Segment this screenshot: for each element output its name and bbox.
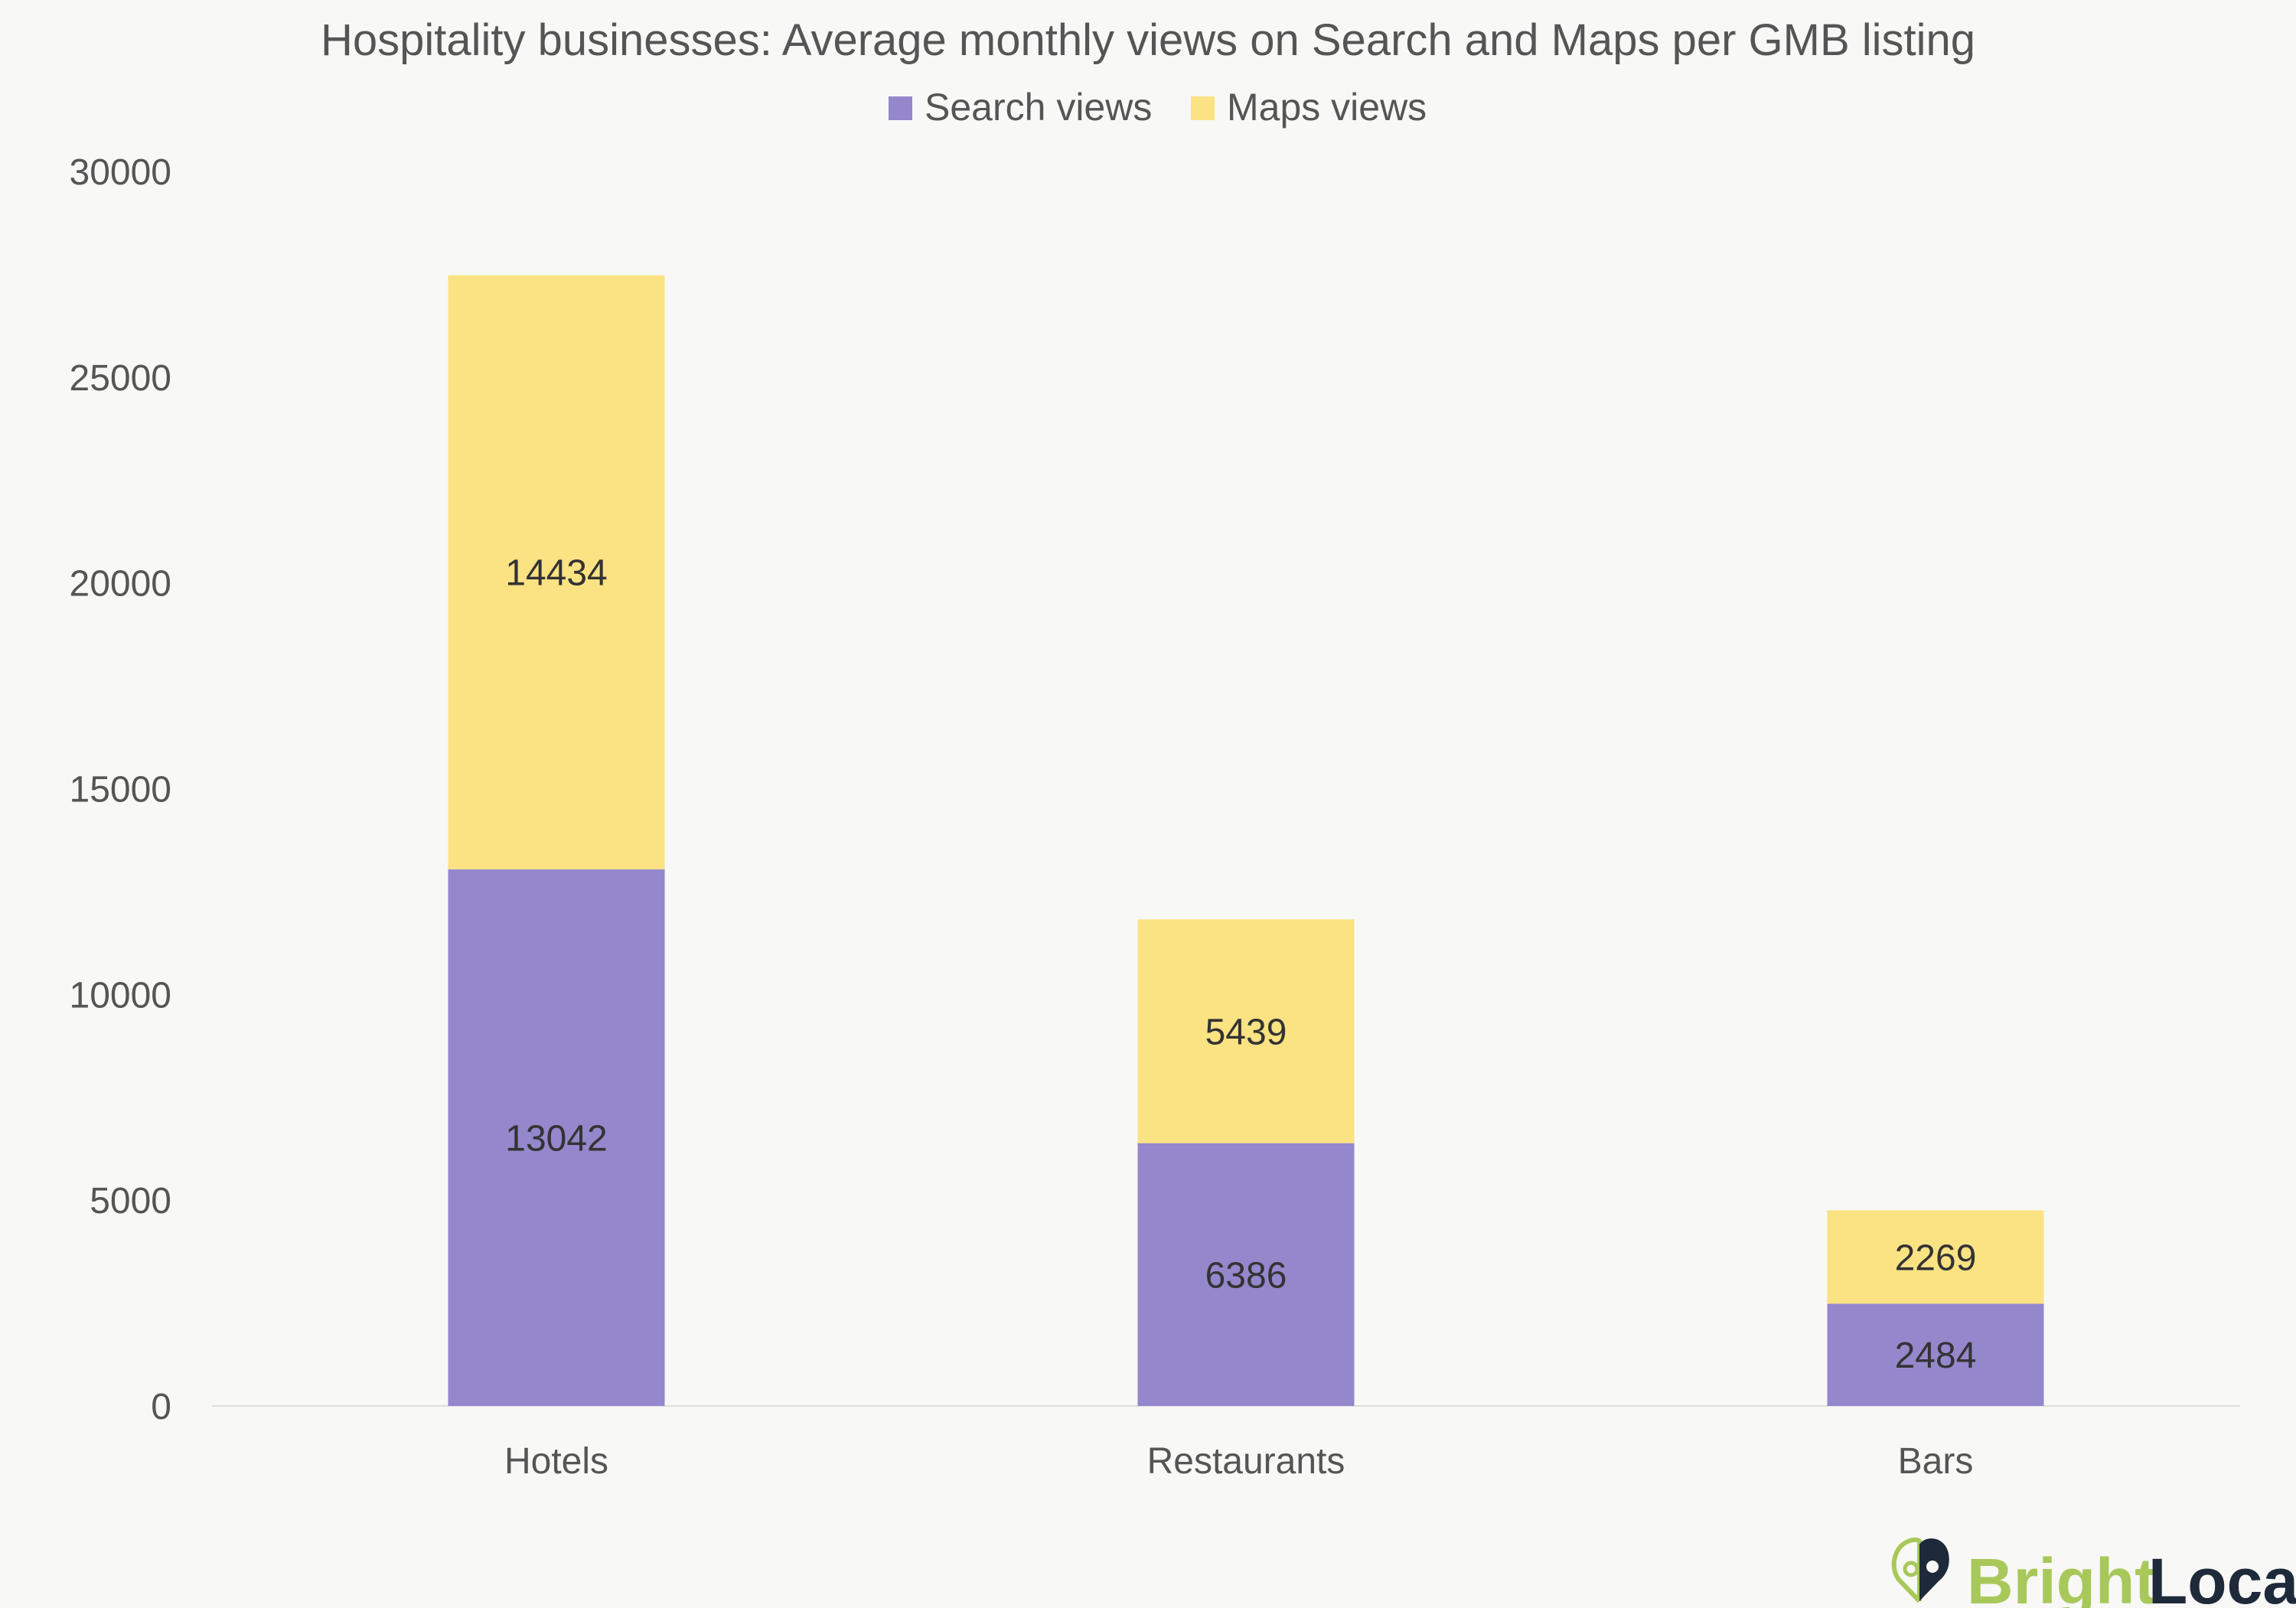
x-tick-label: Restaurants bbox=[1147, 1441, 1345, 1482]
logo-local: Local bbox=[2148, 1545, 2296, 1608]
x-axis: Hotels Restaurants Bars bbox=[504, 1441, 1973, 1482]
data-label: 2484 bbox=[1895, 1336, 1977, 1376]
legend-swatch bbox=[889, 96, 912, 120]
legend-label: Search views bbox=[925, 86, 1152, 129]
map-pin-heart-icon bbox=[1891, 1537, 1949, 1603]
data-label: 5439 bbox=[1205, 1012, 1287, 1052]
x-tick-label: Hotels bbox=[504, 1441, 608, 1482]
bar-search-views bbox=[448, 869, 665, 1406]
data-label: 2269 bbox=[1895, 1238, 1977, 1278]
y-tick-label: 15000 bbox=[70, 770, 171, 811]
data-label: 6386 bbox=[1205, 1255, 1287, 1296]
bar-search-views bbox=[1827, 1303, 2044, 1406]
bar-maps-views bbox=[1137, 919, 1355, 1143]
legend: Search views Maps views bbox=[889, 86, 1427, 129]
y-tick-label: 25000 bbox=[70, 358, 171, 399]
y-tick-label: 30000 bbox=[70, 152, 171, 193]
y-axis: 0 5000 10000 15000 20000 25000 30000 bbox=[70, 152, 171, 1427]
legend-label: Maps views bbox=[1227, 86, 1427, 129]
bars: 13042 14434 6386 5439 2484 2269 bbox=[448, 275, 2044, 1406]
brightlocal-logo: Bright Local bbox=[1891, 1537, 2296, 1608]
logo-bright: Bright bbox=[1967, 1545, 2156, 1608]
y-tick-label: 10000 bbox=[70, 975, 171, 1016]
chart-title: Hospitality businesses: Average monthly … bbox=[321, 15, 1975, 65]
y-tick-label: 20000 bbox=[70, 564, 171, 605]
data-label: 14434 bbox=[505, 553, 607, 594]
data-label: 13042 bbox=[505, 1118, 607, 1159]
bar-maps-views bbox=[448, 275, 665, 869]
legend-swatch bbox=[1191, 96, 1215, 120]
bar-maps-views bbox=[1827, 1210, 2044, 1304]
y-tick-label: 5000 bbox=[90, 1181, 171, 1221]
bar-search-views bbox=[1137, 1143, 1355, 1406]
y-tick-label: 0 bbox=[151, 1387, 171, 1427]
x-tick-label: Bars bbox=[1898, 1441, 1974, 1482]
